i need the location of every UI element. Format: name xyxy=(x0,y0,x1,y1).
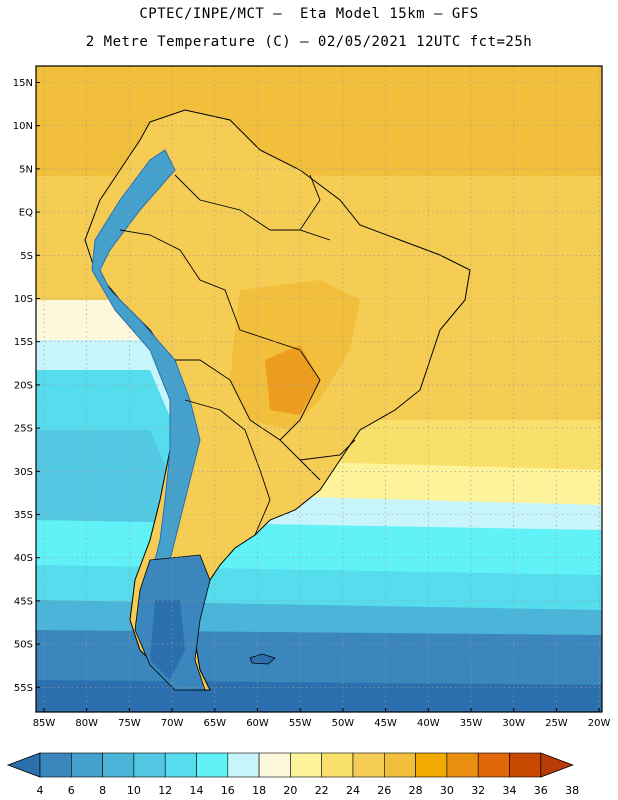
lat-label: 15S xyxy=(14,337,33,348)
lat-label: 10S xyxy=(14,294,33,305)
colorbar-swatch xyxy=(258,752,291,778)
colorbar-label: 22 xyxy=(315,784,329,797)
colorbar-label: 10 xyxy=(127,784,141,797)
lat-label: 10N xyxy=(13,121,33,132)
lat-label: 25S xyxy=(14,424,33,435)
lon-label: 65W xyxy=(203,718,226,729)
lon-label: 25W xyxy=(545,718,568,729)
colorbar-swatch xyxy=(196,752,229,778)
colorbar-swatch xyxy=(39,752,72,778)
lat-label: 50S xyxy=(14,640,33,651)
colorbar-label: 12 xyxy=(158,784,172,797)
colorbar-swatch xyxy=(321,752,354,778)
colorbar-label: 20 xyxy=(283,784,297,797)
lon-label: 75W xyxy=(118,718,141,729)
lat-label: 30S xyxy=(14,467,33,478)
colorbar-label: 14 xyxy=(190,784,204,797)
colorbar-label: 34 xyxy=(503,784,517,797)
lon-label: 70W xyxy=(161,718,184,729)
colorbar-swatch xyxy=(352,752,385,778)
colorbar-swatch xyxy=(164,752,197,778)
colorbar-label: 6 xyxy=(68,784,75,797)
colorbar-swatch xyxy=(383,752,416,778)
lon-label: 80W xyxy=(75,718,98,729)
lat-label: 40S xyxy=(14,553,33,564)
lat-label: EQ xyxy=(19,208,33,219)
lon-label: 20W xyxy=(588,718,611,729)
colorbar-swatch xyxy=(446,752,479,778)
colorbar-label: 30 xyxy=(440,784,454,797)
colorbar-label: 18 xyxy=(252,784,266,797)
lon-label: 55W xyxy=(289,718,312,729)
colorbar-label: 4 xyxy=(37,784,44,797)
colorbar-swatch xyxy=(415,752,448,778)
colorbar-label: 36 xyxy=(534,784,548,797)
colorbar-right-arrow xyxy=(540,752,574,778)
colorbar-swatch xyxy=(227,752,260,778)
lon-label: 85W xyxy=(33,718,56,729)
lat-label: 20S xyxy=(14,380,33,391)
lat-label: 55S xyxy=(14,683,33,694)
colorbar-label: 8 xyxy=(99,784,106,797)
colorbar-swatch xyxy=(290,752,322,778)
colorbar-swatch xyxy=(133,752,166,778)
colorbar-label: 24 xyxy=(346,784,360,797)
lon-label: 40W xyxy=(417,718,440,729)
map-title-line2: 2 Metre Temperature (C) – 02/05/2021 12U… xyxy=(85,34,533,50)
lat-label: 5N xyxy=(19,164,33,175)
lon-label: 60W xyxy=(246,718,269,729)
colorbar-swatch xyxy=(477,752,510,778)
map-title-line1: CPTEC/INPE/MCT – Eta Model 15km – GFS xyxy=(139,6,479,22)
lat-label: 35S xyxy=(14,510,33,521)
lon-label: 35W xyxy=(460,718,483,729)
longitude-labels: 85W 80W 75W 70W 65W 60W 55W 50W 45W 40W 35W 30W 25W 2… xyxy=(33,708,611,729)
latitude-labels: 15N 10N 5N EQ 5S 10S 15S 20S 25S 30S 35S 40S 45S 50S 5… xyxy=(13,78,40,694)
lat-label: 5S xyxy=(20,251,33,262)
colorbar-label: 32 xyxy=(471,784,485,797)
lon-label: 50W xyxy=(332,718,355,729)
lon-label: 45W xyxy=(374,718,397,729)
colorbar: 4 6 8 10 12 14 16 18 20 22 24 26 28 30 32 34 36 38 xyxy=(6,752,579,797)
colorbar-label: 28 xyxy=(409,784,423,797)
map-fields xyxy=(36,66,602,712)
colorbar-swatch xyxy=(509,752,542,778)
colorbar-label: 26 xyxy=(377,784,391,797)
lat-label: 15N xyxy=(13,78,33,89)
country-borders xyxy=(119,174,356,536)
map-frame xyxy=(35,65,603,713)
colorbar-label: 38 xyxy=(565,784,579,797)
colorbar-swatch xyxy=(102,752,135,778)
lon-label: 30W xyxy=(502,718,525,729)
colorbar-label: 16 xyxy=(221,784,235,797)
colorbar-left-arrow xyxy=(6,752,41,778)
lat-label: 45S xyxy=(14,596,33,607)
colorbar-swatch xyxy=(71,752,103,778)
temperature-map: 15N 10N 5N EQ 5S 10S 15S 20S 25S 30S 35S 40S 45S 50S 5… xyxy=(13,65,611,729)
